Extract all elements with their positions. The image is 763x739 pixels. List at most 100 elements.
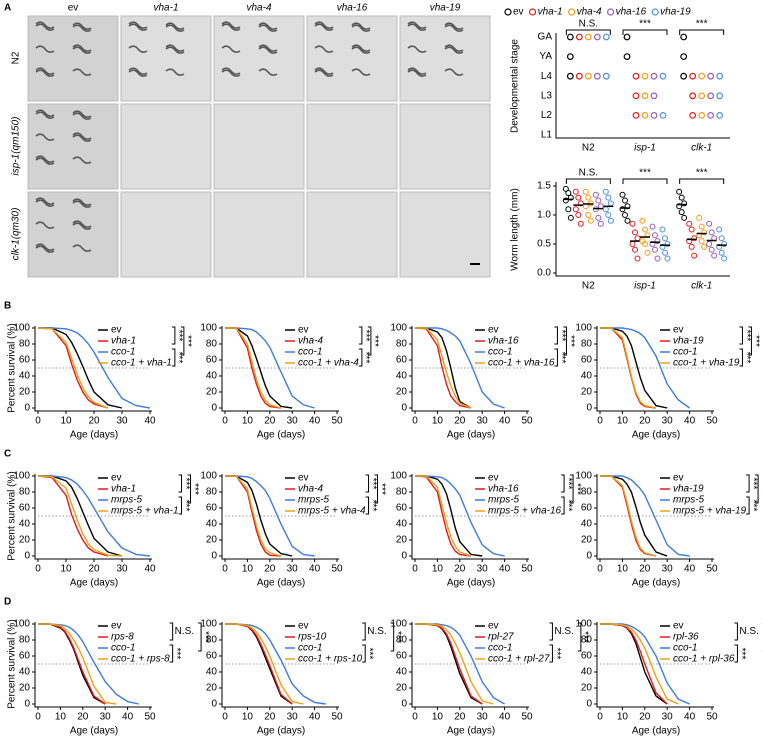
dot [592, 191, 599, 198]
dot [689, 72, 697, 80]
dot [623, 33, 631, 41]
annotation: *** [562, 500, 573, 512]
dot [602, 33, 610, 41]
dot [595, 197, 602, 204]
y-tick-label: 0 [211, 403, 217, 414]
x-tick-label: 40 [309, 416, 321, 427]
dot [593, 33, 601, 41]
dot [642, 226, 648, 233]
worm [72, 200, 92, 208]
survival-curve [225, 475, 282, 557]
worm [351, 68, 371, 76]
column-label: ev [68, 3, 79, 14]
bracket [746, 496, 750, 515]
x-tick-label: 0 [412, 712, 418, 723]
dot [575, 194, 582, 201]
survival-curve [38, 623, 106, 705]
x-tick-label: 20 [264, 564, 276, 575]
dot [642, 241, 648, 247]
annotation: N.S. [175, 626, 194, 637]
micrograph [213, 191, 305, 278]
x-tick-label: 0 [597, 564, 603, 575]
legend-label: vha-19 [673, 336, 704, 347]
y-tick-label: 60 [206, 503, 218, 514]
y-tick-label: 100 [13, 323, 30, 334]
survival-curve [38, 327, 123, 409]
worm [72, 68, 92, 76]
x-tick-label: 40 [499, 416, 511, 427]
dot [622, 212, 628, 218]
legend-label: cco-1 [298, 347, 322, 358]
y-tick-label: 20 [206, 387, 218, 398]
axis [221, 474, 339, 560]
dot [593, 72, 601, 80]
survival-curve [225, 623, 326, 705]
dot [624, 217, 631, 224]
x-tick-label: 0 [412, 564, 418, 575]
y-tick-label: 0 [586, 551, 592, 562]
x-tick-label: 40 [684, 712, 696, 723]
legend-marker [504, 8, 512, 16]
x-tick-label: 40 [309, 564, 321, 575]
legend-label: ev [298, 325, 309, 336]
worm [165, 46, 185, 54]
worm [314, 23, 334, 31]
micrograph [213, 15, 305, 102]
x-tick-label: N2 [582, 281, 595, 292]
legend-label: vha-19 [673, 484, 704, 495]
x-tick-label: 30 [662, 564, 674, 575]
annotation: *** [392, 631, 403, 643]
worm [444, 68, 464, 76]
worm [35, 133, 55, 141]
dot [575, 33, 583, 41]
dot [575, 212, 582, 218]
dot [605, 194, 612, 201]
worm [221, 45, 241, 53]
legend-label: vha-1 [538, 7, 563, 18]
x-axis-title: Age (days) [447, 578, 495, 589]
x-axis-title: Age (days) [632, 430, 680, 441]
worm [35, 67, 55, 75]
dot [572, 188, 579, 195]
x-tick-label: 10 [432, 564, 444, 575]
legend-label: rpl-36 [673, 632, 699, 643]
worm [314, 69, 334, 77]
worm [407, 23, 427, 31]
y-tick-label: 40 [206, 519, 218, 530]
annotation: *** [376, 483, 387, 495]
y-tick-label: 0 [401, 699, 407, 710]
bracket [178, 474, 183, 493]
worm [165, 22, 185, 30]
dot [652, 246, 658, 253]
y-tick-label: 60 [19, 355, 31, 366]
dot [566, 72, 574, 80]
dot [602, 188, 609, 195]
x-tick-label: N2 [582, 143, 595, 154]
y-tick-label: 80 [396, 339, 408, 350]
worm [351, 44, 371, 52]
survival-curve [415, 475, 472, 557]
bracket [563, 326, 567, 356]
y-tick-label: 20 [396, 387, 408, 398]
micrograph [399, 191, 491, 278]
worm [35, 245, 55, 253]
bracket [561, 496, 565, 515]
survival-curve [600, 327, 668, 409]
annotation: *** [736, 648, 747, 660]
y-tick-label: 1.0 [537, 210, 551, 221]
dot [634, 255, 641, 262]
dot [681, 214, 688, 221]
dot [577, 220, 584, 227]
dot [632, 246, 638, 253]
x-tick-label: 30 [662, 712, 674, 723]
bracket [549, 622, 553, 641]
worm [221, 23, 241, 31]
dot [565, 206, 572, 213]
legend-label: vha-19 [660, 7, 691, 18]
axis [596, 622, 714, 708]
worm [35, 199, 55, 207]
worm [35, 157, 55, 165]
worm [35, 45, 55, 53]
worm [128, 45, 148, 53]
micrograph [27, 191, 119, 278]
